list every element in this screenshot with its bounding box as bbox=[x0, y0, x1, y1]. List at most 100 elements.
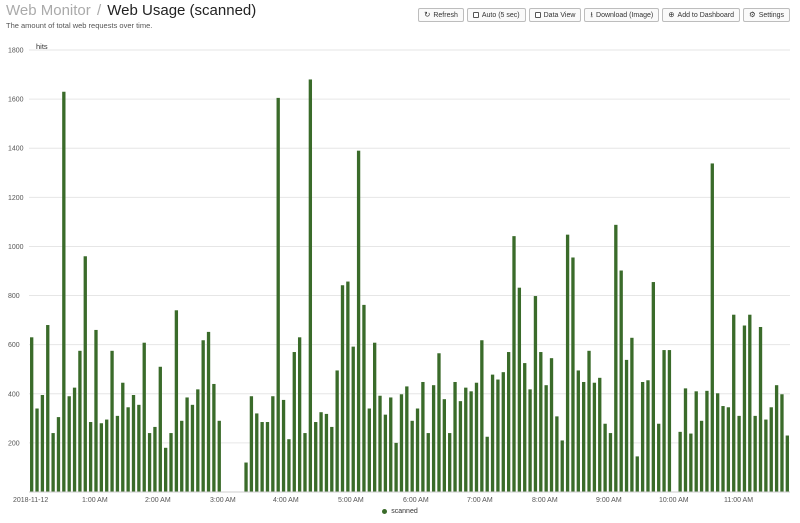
bar[interactable] bbox=[324, 413, 329, 492]
bar[interactable] bbox=[758, 326, 763, 492]
bar[interactable] bbox=[764, 419, 768, 492]
bar[interactable] bbox=[657, 423, 661, 492]
bar[interactable] bbox=[212, 383, 216, 492]
bar[interactable] bbox=[565, 234, 570, 492]
bar[interactable] bbox=[62, 91, 66, 492]
bar[interactable] bbox=[51, 433, 55, 492]
bar[interactable] bbox=[405, 386, 409, 492]
bar[interactable] bbox=[281, 399, 286, 492]
bar[interactable] bbox=[99, 423, 104, 492]
breadcrumb-web-monitor[interactable]: Web Monitor bbox=[6, 2, 91, 19]
bar[interactable] bbox=[742, 325, 747, 492]
bar[interactable] bbox=[137, 404, 141, 492]
bar[interactable] bbox=[399, 394, 404, 492]
bar[interactable] bbox=[431, 385, 436, 492]
bar[interactable] bbox=[351, 346, 355, 492]
bar[interactable] bbox=[555, 416, 559, 492]
bar[interactable] bbox=[265, 422, 270, 492]
bar[interactable] bbox=[715, 393, 720, 492]
bar[interactable] bbox=[651, 282, 656, 492]
bar[interactable] bbox=[206, 331, 211, 492]
bar[interactable] bbox=[196, 389, 200, 492]
bar[interactable] bbox=[105, 419, 109, 492]
bar[interactable] bbox=[619, 270, 623, 492]
bar[interactable] bbox=[147, 433, 152, 492]
bar[interactable] bbox=[389, 397, 393, 492]
bar[interactable] bbox=[474, 382, 479, 492]
bar[interactable] bbox=[35, 408, 39, 492]
bar[interactable] bbox=[774, 385, 779, 492]
bar[interactable] bbox=[163, 447, 168, 492]
bar[interactable] bbox=[356, 150, 361, 492]
bar[interactable] bbox=[373, 342, 377, 492]
bar[interactable] bbox=[490, 374, 495, 492]
bar[interactable] bbox=[753, 415, 757, 492]
bar[interactable] bbox=[464, 387, 468, 492]
bar[interactable] bbox=[426, 433, 430, 492]
bar[interactable] bbox=[30, 337, 34, 492]
bar[interactable] bbox=[340, 285, 345, 492]
bar[interactable] bbox=[667, 350, 672, 492]
bar[interactable] bbox=[83, 256, 87, 492]
bar[interactable] bbox=[603, 423, 607, 492]
bar[interactable] bbox=[72, 387, 77, 492]
bar[interactable] bbox=[249, 396, 254, 492]
bar[interactable] bbox=[410, 420, 414, 492]
bar[interactable] bbox=[694, 391, 698, 492]
bar[interactable] bbox=[437, 353, 441, 492]
bar[interactable] bbox=[624, 359, 629, 492]
bar[interactable] bbox=[769, 407, 773, 492]
bar[interactable] bbox=[190, 404, 195, 492]
bar[interactable] bbox=[587, 350, 591, 492]
bar[interactable] bbox=[271, 396, 275, 492]
bar[interactable] bbox=[244, 462, 248, 492]
bar[interactable] bbox=[710, 163, 714, 492]
bar[interactable] bbox=[480, 340, 484, 492]
bar[interactable] bbox=[785, 435, 789, 492]
bar[interactable] bbox=[362, 304, 366, 492]
bar[interactable] bbox=[319, 412, 323, 492]
bar[interactable] bbox=[131, 395, 136, 492]
bar[interactable] bbox=[517, 287, 522, 492]
bar[interactable] bbox=[539, 352, 543, 492]
bar[interactable] bbox=[458, 401, 463, 492]
bar[interactable] bbox=[496, 379, 500, 492]
bar[interactable] bbox=[46, 325, 50, 492]
bar[interactable] bbox=[421, 381, 425, 492]
bar[interactable] bbox=[485, 436, 489, 492]
bar[interactable] bbox=[297, 337, 302, 492]
bar[interactable] bbox=[512, 236, 516, 492]
bar[interactable] bbox=[646, 380, 650, 492]
bar[interactable] bbox=[635, 456, 639, 492]
bar[interactable] bbox=[158, 366, 162, 492]
auto-refresh-toggle[interactable]: Auto (5 sec) bbox=[466, 8, 526, 22]
bar[interactable] bbox=[383, 414, 388, 492]
bar[interactable] bbox=[705, 390, 709, 492]
bar[interactable] bbox=[737, 415, 741, 492]
bar[interactable] bbox=[699, 420, 704, 492]
add-to-dashboard-button[interactable]: ⊕ Add to Dashboard bbox=[662, 8, 740, 22]
bar[interactable] bbox=[303, 433, 307, 492]
bar[interactable] bbox=[346, 281, 350, 492]
bar[interactable] bbox=[169, 433, 173, 492]
bar[interactable] bbox=[689, 433, 693, 492]
bar[interactable] bbox=[576, 370, 580, 492]
bar[interactable] bbox=[683, 388, 688, 492]
data-view-toggle[interactable]: Data View bbox=[528, 8, 582, 22]
bar[interactable] bbox=[67, 396, 71, 492]
bar[interactable] bbox=[153, 426, 157, 492]
bar[interactable] bbox=[287, 439, 291, 492]
bar[interactable] bbox=[608, 433, 613, 492]
bar[interactable] bbox=[110, 350, 114, 492]
bar[interactable] bbox=[94, 329, 98, 492]
bar[interactable] bbox=[469, 391, 473, 492]
bar[interactable] bbox=[748, 314, 752, 492]
bar[interactable] bbox=[126, 407, 130, 492]
refresh-button[interactable]: ↻ Refresh bbox=[418, 8, 464, 22]
bar[interactable] bbox=[367, 408, 371, 492]
bar[interactable] bbox=[506, 352, 511, 492]
bar[interactable] bbox=[501, 372, 505, 492]
bar[interactable] bbox=[721, 406, 725, 492]
bar[interactable] bbox=[201, 340, 205, 492]
bar[interactable] bbox=[40, 395, 45, 492]
